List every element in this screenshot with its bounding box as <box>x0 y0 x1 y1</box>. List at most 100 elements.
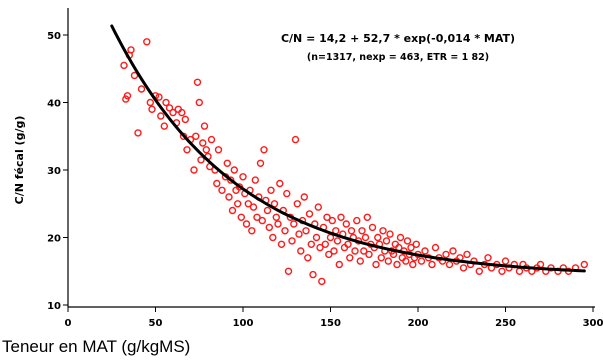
data-point <box>393 260 401 269</box>
data-point <box>333 237 342 245</box>
data-point <box>183 146 191 154</box>
data-point <box>374 233 382 242</box>
data-point <box>307 240 315 249</box>
data-point <box>323 213 331 222</box>
data-point <box>195 98 204 107</box>
data-point <box>162 98 170 107</box>
data-point <box>358 227 366 235</box>
y-tick-label: 50 <box>47 31 61 42</box>
data-point <box>328 216 336 225</box>
data-point <box>228 206 237 215</box>
data-point <box>157 112 165 120</box>
data-point <box>459 264 468 272</box>
data-point <box>244 200 253 208</box>
data-point <box>160 122 169 130</box>
data-point <box>309 270 317 279</box>
data-point <box>155 93 163 101</box>
y-axis-ticks: 10 20 30 40 50 <box>47 31 68 312</box>
data-point <box>580 260 588 269</box>
data-point <box>239 173 247 181</box>
data-point <box>304 254 312 262</box>
data-point <box>402 257 410 265</box>
data-point <box>377 254 385 262</box>
x-tick-label: 0 <box>65 318 72 329</box>
data-point <box>302 227 310 235</box>
data-point <box>276 179 284 188</box>
data-point <box>258 216 266 225</box>
data-point <box>501 257 510 265</box>
data-points <box>120 38 588 286</box>
data-point <box>335 260 343 269</box>
data-point <box>337 213 345 222</box>
data-point <box>165 104 174 112</box>
data-point <box>260 146 268 154</box>
data-point <box>181 115 190 124</box>
data-point <box>284 267 293 275</box>
data-point <box>230 166 239 174</box>
data-point <box>288 237 296 245</box>
data-point <box>202 146 211 154</box>
data-point <box>248 227 256 235</box>
data-point <box>445 260 454 269</box>
data-point <box>293 200 301 208</box>
data-point <box>515 267 524 275</box>
data-point <box>281 227 289 235</box>
data-point <box>218 186 226 195</box>
data-point <box>361 233 370 242</box>
data-point <box>169 108 177 117</box>
fit-statistics: (n=1317, nexp = 463, ETR = 1 82) <box>307 52 489 63</box>
data-point <box>356 257 364 265</box>
data-point <box>363 213 371 222</box>
data-point <box>290 220 298 228</box>
data-point <box>256 159 265 168</box>
data-point <box>263 206 272 215</box>
data-point <box>225 193 233 201</box>
data-point <box>342 220 350 228</box>
data-point <box>321 240 329 249</box>
data-point <box>330 247 338 255</box>
y-tick-label: 30 <box>47 166 61 177</box>
data-point <box>207 135 216 144</box>
data-point <box>409 260 417 269</box>
y-axis-label: C/N fécal (g/g) <box>13 116 26 205</box>
data-point <box>372 260 380 269</box>
data-point <box>233 200 242 208</box>
data-point <box>297 247 305 255</box>
data-point <box>269 233 277 242</box>
data-point <box>146 98 155 107</box>
data-point <box>283 189 291 198</box>
data-point <box>382 237 391 245</box>
x-tick-label: 150 <box>320 318 341 329</box>
data-point <box>134 129 142 137</box>
data-point <box>344 240 352 249</box>
data-point <box>197 156 205 164</box>
data-point <box>351 247 359 255</box>
data-point <box>365 250 373 259</box>
x-axis-ticks: 0 50 100 150 200 250 300 <box>65 307 603 329</box>
data-point <box>237 213 246 222</box>
data-point <box>353 216 361 225</box>
data-point <box>384 257 392 265</box>
data-point <box>360 247 368 255</box>
data-point <box>120 61 128 70</box>
data-point <box>251 176 260 184</box>
data-point <box>484 254 492 262</box>
data-point <box>137 85 146 93</box>
data-point <box>346 254 354 262</box>
data-point <box>396 233 405 242</box>
data-point <box>386 230 394 238</box>
data-point <box>295 230 303 238</box>
fit-curve <box>110 24 586 273</box>
data-point <box>277 240 286 249</box>
data-point <box>449 247 457 255</box>
data-point <box>193 78 202 87</box>
data-point <box>272 213 280 222</box>
data-point <box>312 233 321 242</box>
y-tick-label: 10 <box>47 301 61 312</box>
data-point <box>463 250 471 259</box>
data-point <box>305 210 314 218</box>
data-point <box>199 139 207 147</box>
data-point <box>325 250 333 259</box>
data-point <box>223 159 232 168</box>
